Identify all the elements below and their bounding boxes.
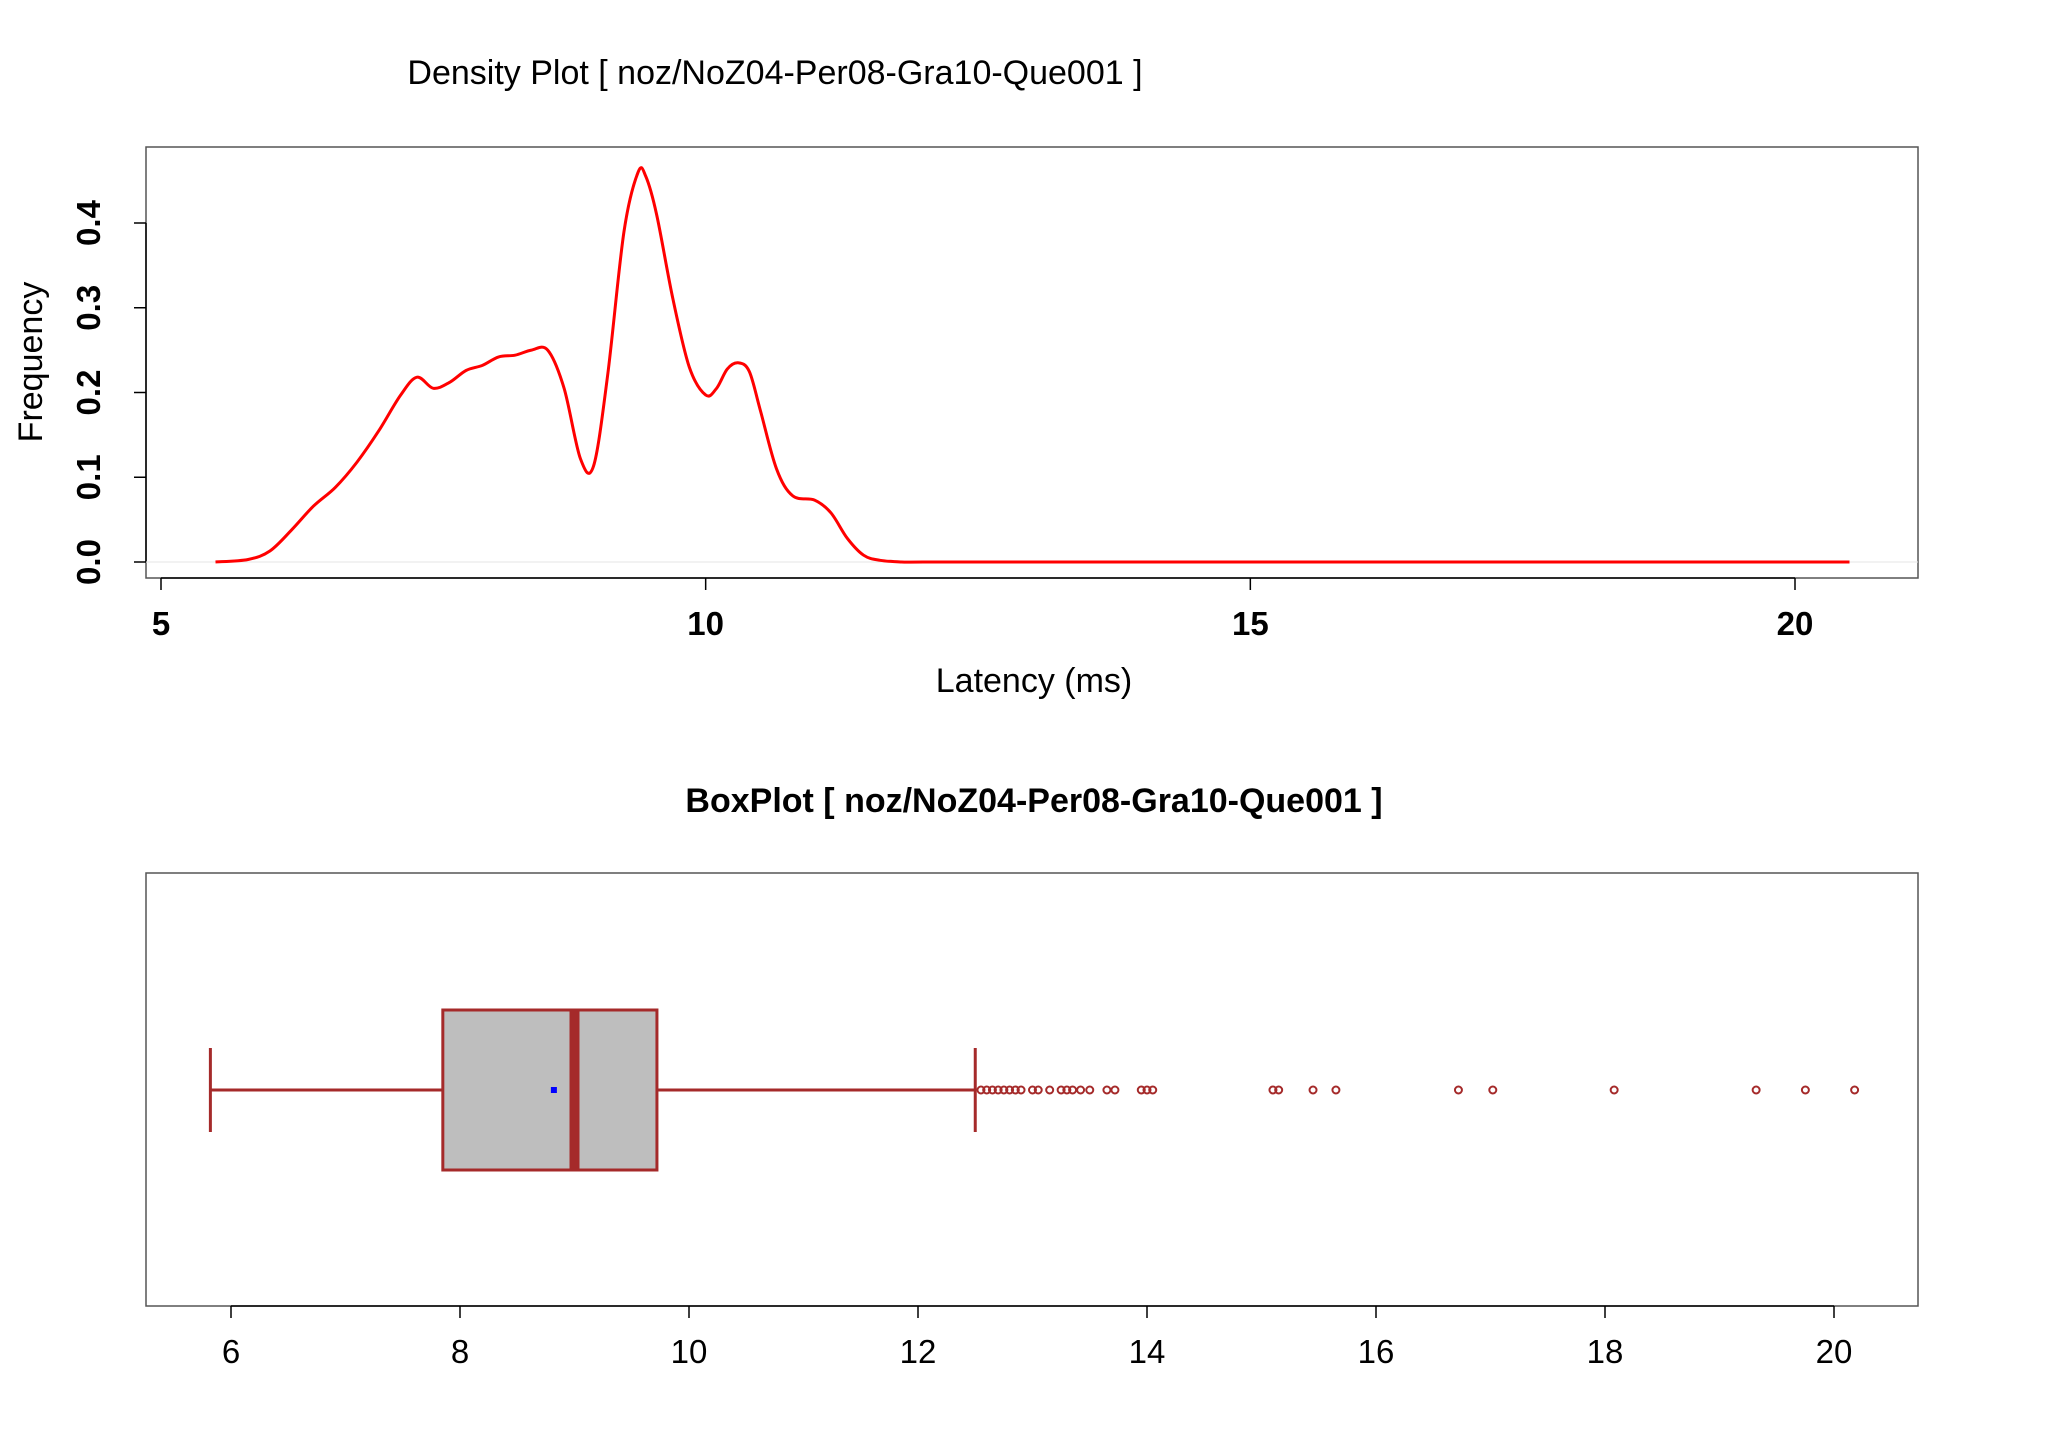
- boxplot-iqr-box: [441, 1008, 659, 1172]
- boxplot-outlier-point: [1850, 1085, 1860, 1095]
- boxplot-outlier-point: [993, 1085, 1003, 1095]
- boxplot-outlier-point: [1331, 1085, 1341, 1095]
- boxplot-outlier-point: [1800, 1085, 1810, 1095]
- boxplot-mean-marker: [550, 1087, 557, 1093]
- density-y-tick-label: 0.2: [70, 370, 107, 416]
- boxplot-outlier-point: [1142, 1085, 1152, 1095]
- boxplot-title: BoxPlot [ noz/NoZ04-Per08-Gra10-Que001 ]: [685, 782, 1382, 820]
- boxplot-outlier-point: [1751, 1085, 1761, 1095]
- boxplot-outlier-point: [1033, 1085, 1043, 1095]
- density-title: Density Plot [ noz/NoZ04-Per08-Gra10-Que…: [407, 54, 1142, 92]
- boxplot-outlier-point: [999, 1085, 1009, 1095]
- boxplot-outlier-point: [1268, 1085, 1278, 1095]
- boxplot-x-tick-label: 20: [1816, 1333, 1853, 1370]
- boxplot-outlier-point: [1274, 1085, 1284, 1095]
- boxplot-elements: [208, 1008, 1860, 1172]
- boxplot-outlier-point: [1148, 1085, 1158, 1095]
- density-plot-frame: [145, 146, 1919, 579]
- boxplot-x-tick-label: 10: [671, 1333, 708, 1370]
- boxplot-outlier-point: [1308, 1085, 1318, 1095]
- boxplot-outlier-point: [1068, 1085, 1078, 1095]
- boxplot-outlier-point: [1609, 1085, 1619, 1095]
- boxplot-outlier-point: [1062, 1085, 1072, 1095]
- boxplot-outlier-point: [976, 1085, 986, 1095]
- density-y-axis-label: Frequency: [12, 282, 50, 443]
- boxplot-x-tick-label: 14: [1129, 1333, 1166, 1370]
- boxplot-outlier-point: [1056, 1085, 1066, 1095]
- density-series-line: [215, 166, 1850, 564]
- box-plot: BoxPlot [ noz/NoZ04-Per08-Gra10-Que001 ]…: [145, 782, 1919, 1370]
- boxplot-outlier-point: [1488, 1085, 1498, 1095]
- boxplot-outlier-point: [1010, 1085, 1020, 1095]
- boxplot-x-tick-label: 8: [451, 1333, 469, 1370]
- boxplot-x-tick-label: 18: [1587, 1333, 1624, 1370]
- density-x-tick-label: 20: [1777, 605, 1814, 642]
- boxplot-outlier-point: [1102, 1085, 1112, 1095]
- density-x-tick-label: 10: [687, 605, 724, 642]
- boxplot-outlier-point: [1028, 1085, 1037, 1095]
- boxplot-outlier-point: [1110, 1085, 1120, 1095]
- density-y-tick-label: 0.3: [70, 285, 107, 331]
- boxplot-outlier-point: [1076, 1085, 1086, 1095]
- boxplot-outlier-point: [1045, 1085, 1055, 1095]
- density-x-tick-label: 15: [1232, 605, 1269, 642]
- density-x-tick-label: 5: [152, 605, 170, 642]
- density-plot: Density Plot [ noz/NoZ04-Per08-Gra10-Que…: [12, 54, 1919, 700]
- density-x-ticks: 5 10 15 20: [152, 577, 1814, 642]
- density-x-axis-label: Latency (ms): [936, 662, 1133, 700]
- density-y-tick-label: 0.0: [70, 539, 107, 585]
- boxplot-outlier-point: [1005, 1085, 1015, 1095]
- density-y-ticks: 0.0 0.1 0.2 0.3 0.4: [70, 199, 1918, 585]
- density-y-tick-label: 0.1: [70, 454, 107, 500]
- boxplot-outlier-point: [1136, 1085, 1146, 1095]
- boxplot-x-tick-label: 12: [900, 1333, 937, 1370]
- density-y-tick-label: 0.4: [70, 199, 107, 246]
- boxplot-x-tick-label: 16: [1358, 1333, 1395, 1370]
- boxplot-outlier-point: [987, 1085, 997, 1095]
- boxplot-x-tick-label: 6: [222, 1333, 240, 1370]
- boxplot-outlier-point: [1453, 1085, 1463, 1095]
- boxplot-x-ticks: 6 8 10 12 14 16 18 20: [222, 1305, 1853, 1370]
- boxplot-outlier-point: [982, 1085, 992, 1095]
- boxplot-outlier-point: [1085, 1085, 1095, 1095]
- boxplot-outlier-point: [1016, 1085, 1026, 1095]
